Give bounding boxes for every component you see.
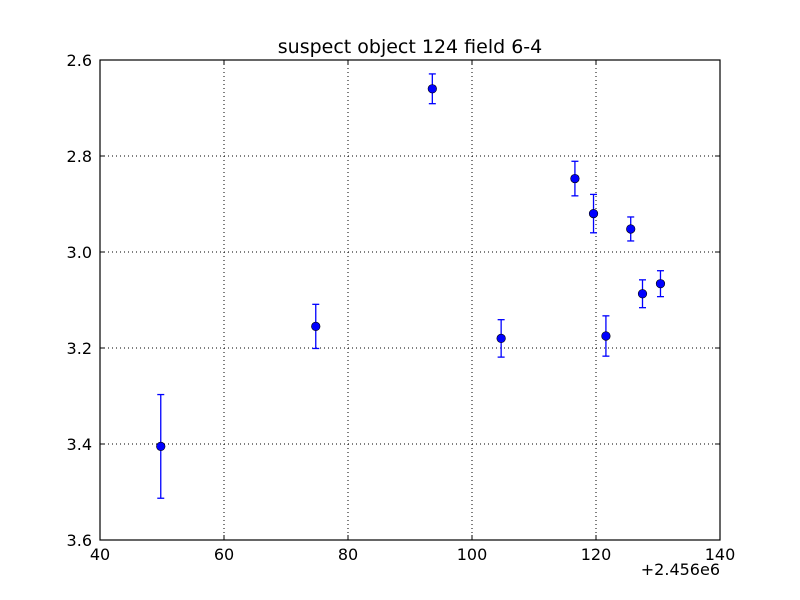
y-tick-label: 3.2 <box>67 339 92 358</box>
data-point <box>311 303 321 350</box>
data-point <box>655 270 666 298</box>
point-marker <box>588 209 599 219</box>
data-point <box>601 315 611 357</box>
point-marker <box>655 279 666 289</box>
point-marker <box>496 333 506 344</box>
point-marker <box>637 289 648 299</box>
data-point <box>496 319 506 358</box>
y-tick-label: 3.6 <box>67 531 92 550</box>
chart-title: suspect object 124 field 6-4 <box>278 36 543 58</box>
x-tick-label: 60 <box>214 545 234 564</box>
grid-lines <box>100 60 720 540</box>
x-axis-offset-label: +2.456e6 <box>641 560 720 579</box>
point-marker <box>570 173 580 184</box>
point-marker <box>427 84 437 94</box>
y-tick-label: 2.6 <box>67 51 92 70</box>
y-tick-label: 3.0 <box>67 243 92 262</box>
y-tick-label: 2.8 <box>67 147 92 166</box>
data-point <box>570 160 580 197</box>
x-tick-label: 80 <box>338 545 358 564</box>
x-tick-label: 120 <box>581 545 612 564</box>
data-point <box>156 393 166 499</box>
point-marker <box>311 321 321 332</box>
plot-frame <box>99 59 721 541</box>
point-marker <box>156 441 166 452</box>
x-tick-label: 140 <box>705 545 736 564</box>
y-tick-label: 3.4 <box>67 435 92 454</box>
point-marker <box>601 331 611 341</box>
x-tick-label: 40 <box>90 545 110 564</box>
data-points <box>156 73 666 499</box>
point-marker <box>626 224 636 234</box>
y-axis-tick-labels: 2.6 2.8 3.0 3.2 3.4 3.6 <box>67 51 92 550</box>
axis-ticks <box>99 59 721 541</box>
data-point <box>427 73 437 105</box>
data-point <box>637 279 648 309</box>
data-point <box>626 216 636 242</box>
x-tick-label: 100 <box>457 545 488 564</box>
x-axis-tick-labels: 40 60 80 100 120 140 <box>90 545 735 564</box>
data-point <box>588 193 599 234</box>
